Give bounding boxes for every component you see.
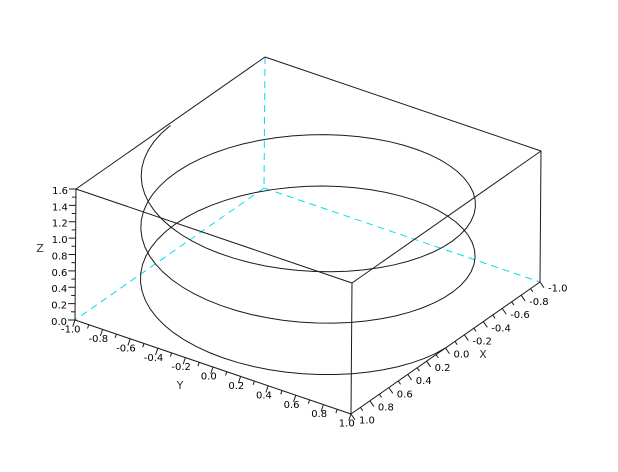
- box-edge: [350, 282, 353, 415]
- tick-mark: [350, 413, 356, 421]
- tick-mark: [360, 407, 364, 411]
- tick-mark: [463, 334, 469, 341]
- tick-label: 0.0: [201, 372, 217, 383]
- x-axis-label: X: [479, 348, 487, 361]
- tick-label: 0.4: [416, 376, 432, 387]
- tick-label: -0.8: [89, 334, 109, 345]
- tick-mark: [307, 399, 311, 404]
- tick-mark: [492, 314, 496, 319]
- tick-label: 0.4: [51, 284, 67, 295]
- tick-mark: [237, 376, 242, 384]
- tick-label: 0.0: [51, 317, 67, 328]
- axis-ticks: [67, 188, 545, 421]
- tick-label: 0.8: [311, 409, 327, 420]
- tick-mark: [293, 395, 297, 402]
- tick-mark: [87, 324, 90, 329]
- tick-label: -0.2: [472, 337, 492, 348]
- y-axis-label: Y: [176, 379, 184, 392]
- box-edge: [75, 188, 353, 284]
- hidden-edge: [74, 187, 265, 321]
- tick-label: 0.8: [378, 403, 394, 414]
- tick-label: 0.6: [397, 389, 413, 400]
- tick-label: -1.0: [548, 284, 568, 295]
- tick-mark: [501, 308, 507, 315]
- tick-mark: [197, 362, 200, 367]
- tick-label: -0.6: [510, 310, 530, 321]
- tick-label: -1.0: [61, 325, 81, 336]
- tick-mark: [397, 380, 401, 385]
- tick-mark: [520, 294, 526, 302]
- tick-label: 1.6: [52, 186, 68, 197]
- tick-label: -0.8: [529, 297, 549, 308]
- tick-mark: [265, 385, 269, 393]
- tick-label: -0.2: [171, 362, 191, 373]
- tick-mark: [445, 347, 450, 355]
- tick-mark: [416, 367, 420, 372]
- tick-mark: [530, 288, 534, 293]
- tick-label: 1.0: [52, 235, 68, 246]
- tick-label: 1.0: [339, 419, 355, 430]
- tick-mark: [182, 357, 186, 365]
- tick-mark: [369, 400, 375, 407]
- tick-mark: [210, 366, 214, 374]
- tick-mark: [388, 387, 394, 394]
- box-edge: [264, 56, 542, 152]
- tick-label: 0.6: [51, 268, 67, 279]
- tick-mark: [280, 390, 283, 395]
- tick-mark: [407, 374, 413, 381]
- tick-mark: [99, 329, 104, 337]
- tick-mark: [72, 319, 76, 327]
- tick-mark: [435, 354, 439, 359]
- tick-mark: [482, 321, 488, 328]
- box-hidden-edges: [74, 56, 541, 321]
- tick-label: 0.2: [51, 301, 67, 312]
- hidden-edge: [263, 56, 266, 189]
- box-edge: [351, 150, 542, 284]
- tick-label: -0.4: [144, 353, 164, 364]
- tick-mark: [335, 409, 338, 414]
- tick-mark: [127, 338, 131, 346]
- tick-label: 0.2: [435, 363, 451, 374]
- tick-mark: [539, 281, 545, 289]
- tick-label: 1.4: [52, 202, 68, 213]
- tick-mark: [169, 352, 173, 357]
- tick-label: 0.6: [284, 400, 300, 411]
- tick-mark: [426, 360, 432, 368]
- helix-curve: [140, 124, 476, 376]
- tick-mark: [114, 333, 117, 339]
- tick-label: 1.0: [359, 416, 375, 427]
- helix-polyline: [140, 124, 476, 376]
- hidden-edge: [263, 187, 541, 283]
- tick-mark: [348, 413, 352, 421]
- tick-mark: [320, 404, 324, 412]
- box-edge: [539, 150, 542, 283]
- box-edge: [75, 56, 266, 190]
- tick-label: 0.8: [52, 251, 68, 262]
- tick-mark: [454, 341, 458, 345]
- tick-mark: [252, 380, 255, 386]
- tick-label: 0.0: [454, 350, 470, 361]
- tick-mark: [511, 301, 515, 306]
- tick-label: -0.6: [116, 343, 136, 354]
- tick-label: 0.2: [228, 381, 244, 392]
- tick-mark: [473, 327, 477, 332]
- tick-mark: [378, 393, 383, 398]
- z-axis-label: Z: [36, 242, 44, 255]
- tick-mark: [225, 371, 228, 376]
- axis-tick-labels: 0.00.20.40.60.81.01.21.41.6-1.0-0.8-0.6-…: [51, 186, 567, 430]
- tick-mark: [155, 348, 159, 355]
- tick-label: -0.4: [491, 323, 511, 334]
- tick-label: 0.4: [256, 390, 272, 401]
- tick-label: 1.2: [52, 219, 68, 230]
- tick-mark: [142, 343, 145, 348]
